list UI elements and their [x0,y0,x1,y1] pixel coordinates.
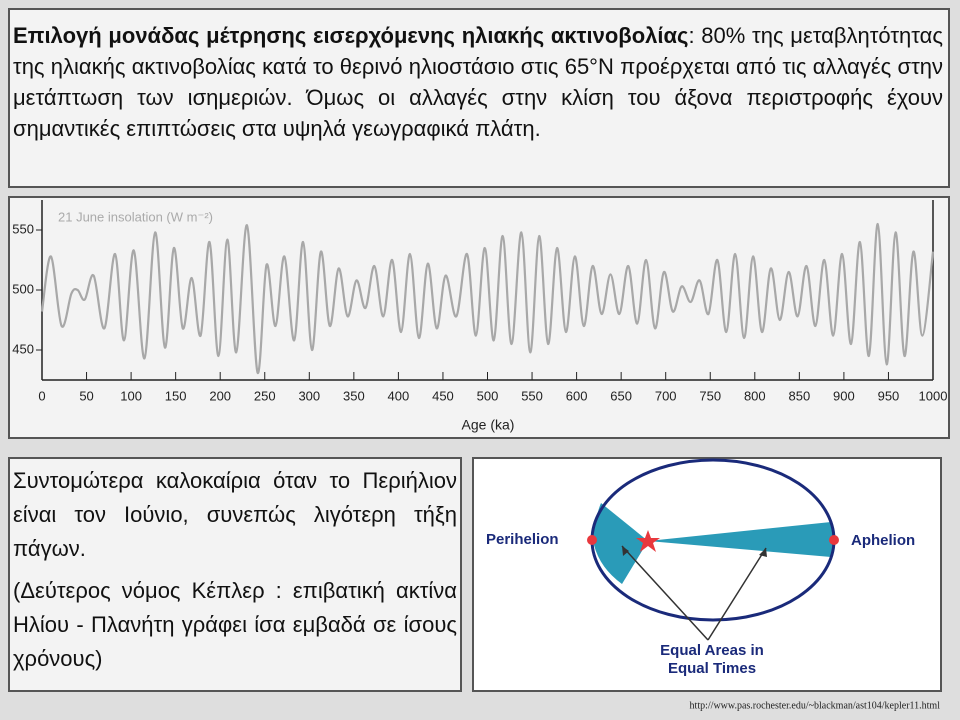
x-tick-label: 50 [79,388,93,403]
x-tick-label: 250 [254,388,276,403]
x-tick-label: 450 [432,388,454,403]
x-tick-label: 350 [343,388,365,403]
x-tick-label: 550 [521,388,543,403]
chart-title: 21 June insolation (W m⁻²) [58,209,213,224]
x-tick-label: 400 [388,388,410,403]
area-wedge [593,503,648,584]
sun [636,530,660,552]
header-body: : 80% της μεταβλητότητας της ηλιακής ακτ… [13,23,943,141]
source: http://www.pas.rochester.edu/~blackman/a… [690,700,941,711]
insolation-line [40,222,935,374]
notes: Συντομώτερα καλοκαίρια όταν το Περιήλιον… [13,464,457,676]
area-wedge [648,522,833,557]
x-tick-label: 900 [833,388,855,403]
x-tick-label: 700 [655,388,677,403]
x-tick-label: 650 [610,388,632,403]
y-tick-label: 450 [12,341,34,356]
aphelion-point [829,535,839,545]
x-tick-label: 300 [298,388,320,403]
label: Aphelion [851,532,915,549]
x-tick-label: 150 [165,388,187,403]
label: Equal Areas in [660,642,764,659]
x-tick-label: 800 [744,388,766,403]
y-tick-label: 550 [12,221,34,236]
x-tick-label: 600 [566,388,588,403]
x-tick-label: 1000 [919,388,948,403]
x-tick-label: 950 [878,388,900,403]
x-axis-label: Age (ka) [462,417,515,433]
x-tick-label: 850 [788,388,810,403]
x-tick-label: 200 [209,388,231,403]
header-title: Επιλογή μονάδας μέτρησης εισερχόμενης ηλ… [13,23,689,48]
note-paragraph: Συντομώτερα καλοκαίρια όταν το Περιήλιον… [13,468,457,561]
orbit-diagram: Perihelion Aphelion Equal Areas in Equal… [486,458,941,711]
arrow [621,545,767,641]
x-tick-label: 0 [38,388,45,403]
header-box [8,8,950,188]
x-tick-label: 750 [699,388,721,403]
perihelion-point [587,535,597,545]
x-tick-label: 100 [120,388,142,403]
header-text: Επιλογή μονάδας μέτρησης εισερχόμενης ηλ… [13,20,943,144]
label: Equal Times [668,660,756,677]
notes-box [8,457,462,692]
diagram-box [472,457,942,692]
y-tick-label: 500 [12,281,34,296]
x-tick-label: 500 [477,388,499,403]
note-paragraph: (Δεύτερος νόμος Κέπλερ : επιβατική ακτίν… [13,578,457,671]
label: Perihelion [486,531,559,548]
